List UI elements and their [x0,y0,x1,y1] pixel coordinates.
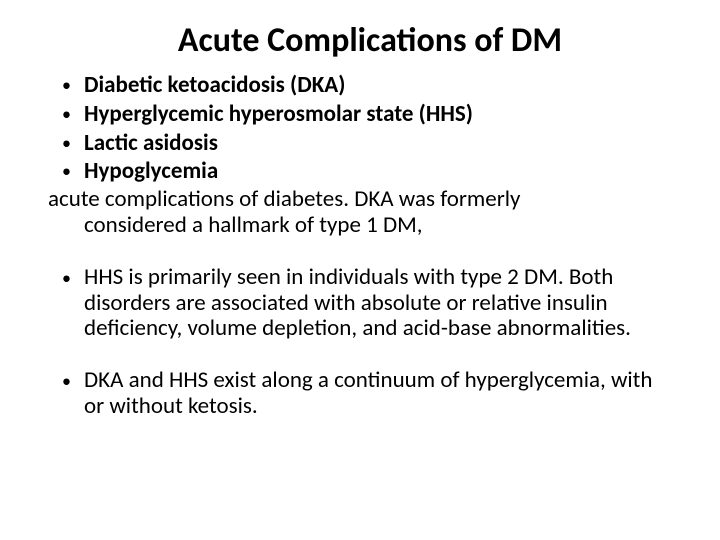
inline-paragraph-line2: considered a hallmark of type 1 DM, [48,212,672,238]
body-bullet-list: HHS is primarily seen in individuals wit… [48,265,672,420]
list-item: Diabetic ketoacidosis (DKA) [84,71,672,100]
inline-paragraph-line1: acute complications of diabetes. DKA was… [48,186,672,212]
list-item: Lactic asidosis [84,129,672,158]
bold-bullet-list: Diabetic ketoacidosis (DKA) Hyperglycemi… [48,71,672,186]
list-item: Hyperglycemic hyperosmolar state (HHS) [84,100,672,129]
list-item: Hypoglycemia [84,157,672,186]
list-item: DKA and HHS exist along a continuum of h… [84,368,672,420]
list-item: HHS is primarily seen in individuals wit… [84,265,672,342]
slide-title: Acute Complications of DM [68,20,672,61]
